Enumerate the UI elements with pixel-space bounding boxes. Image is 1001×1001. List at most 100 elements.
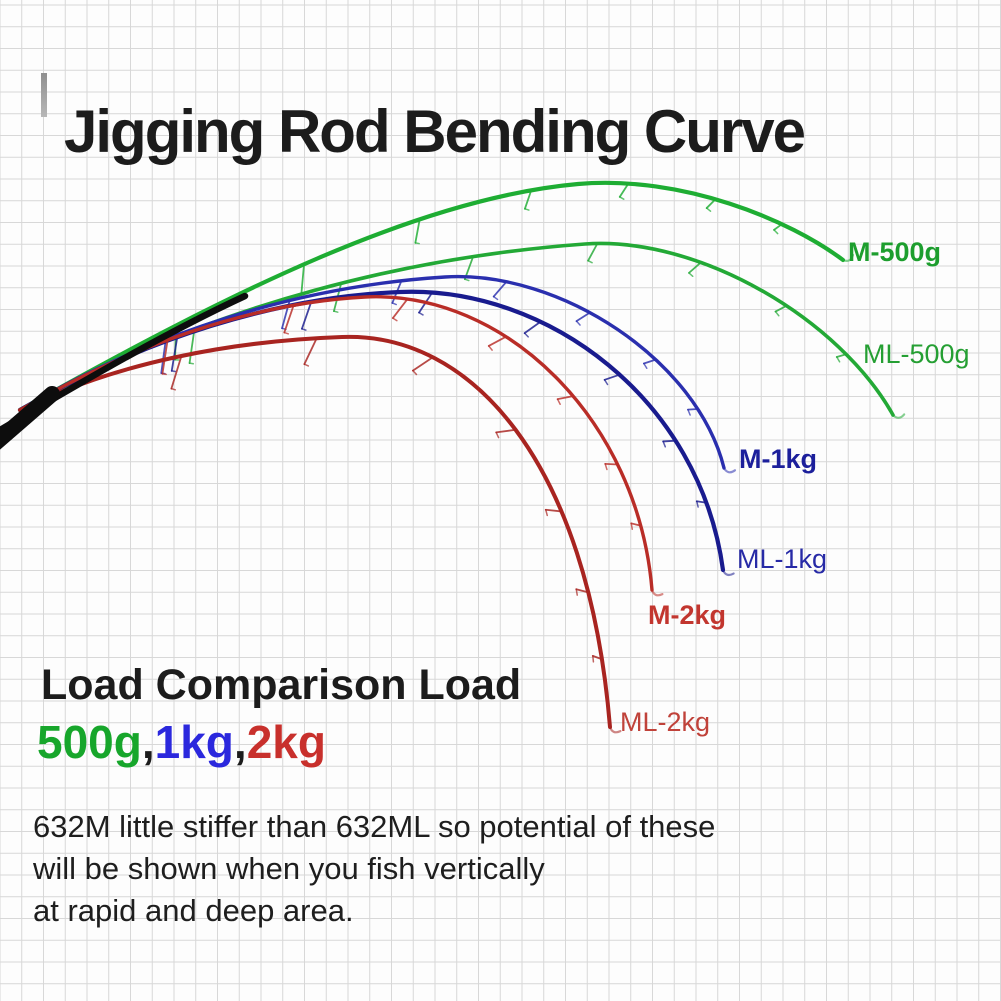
rod-guide-foot <box>492 295 499 301</box>
rod-guide-foot <box>773 229 779 235</box>
rod-guide <box>161 339 169 375</box>
rod-curve-ml-2kg <box>18 334 612 729</box>
rod-guide-foot <box>544 508 549 517</box>
rod-guide <box>160 338 167 375</box>
rod-guide-foot <box>556 398 561 405</box>
rod-guide <box>662 439 677 443</box>
legend-1kg: 1kg <box>154 716 234 768</box>
rod-guide-foot <box>630 522 634 530</box>
description-line: will be shown when you fish vertically <box>33 851 545 886</box>
rod-guide-foot <box>575 588 578 596</box>
rod-guide-foot <box>412 369 418 376</box>
rod-guide-foot <box>592 655 595 663</box>
rod-tip-hook <box>608 725 622 734</box>
rod-guide-foot <box>524 208 530 211</box>
rod-guide-foot <box>603 379 609 386</box>
rod-guide-foot <box>170 387 177 391</box>
rod-guide-foot <box>575 320 581 326</box>
rod-guide <box>523 189 533 210</box>
rod-curve-ml-500g <box>18 241 895 417</box>
curve-label-m-1kg: M-1kg <box>739 444 818 474</box>
page-title: Jigging Rod Bending Curve <box>64 98 806 166</box>
legend-separator: , <box>141 716 155 768</box>
rod-handle <box>0 386 60 450</box>
description-text: 632M little stiffer than 632ML so potent… <box>33 806 715 932</box>
rod-guide <box>603 373 621 381</box>
rod-guide-foot <box>836 356 841 363</box>
rod-guide-foot <box>604 463 608 471</box>
rod-guide <box>411 356 434 372</box>
rod-guide-foot <box>662 440 667 448</box>
rod-guide <box>301 300 313 330</box>
rod-guide-foot <box>418 311 424 316</box>
load-legend: 500g,1kg,2kg <box>37 719 326 766</box>
rod-guide <box>283 304 295 334</box>
rod-tip-hook <box>891 413 906 419</box>
rod-guide-foot <box>464 278 470 282</box>
rod-tip-hook <box>650 588 664 597</box>
rod-guide-foot <box>774 310 780 317</box>
rod-guide-foot <box>523 332 529 338</box>
rod-curve-m-2kg <box>18 295 654 592</box>
rod-guide-foot <box>283 331 289 335</box>
curve-label-m-500g: M-500g <box>848 237 942 267</box>
rod-guide-foot <box>188 362 195 365</box>
rod-guide-foot <box>414 242 420 245</box>
rod-guide <box>642 358 657 365</box>
rod-guide <box>556 395 575 401</box>
rod-guide-foot <box>495 431 500 439</box>
rod-guide-foot <box>391 302 398 306</box>
curve-label-m-2kg: M-2kg <box>648 600 727 630</box>
legend-500g: 500g <box>37 716 142 768</box>
rod-guide <box>587 242 599 262</box>
rod-guide <box>687 408 699 411</box>
rod-guide-foot <box>161 373 167 376</box>
rod-guide <box>835 353 848 358</box>
rod-guide <box>618 182 630 198</box>
rod-guide-foot <box>705 207 712 212</box>
legend-2kg: 2kg <box>246 716 326 768</box>
rod-guide <box>523 320 542 335</box>
rod-guide <box>492 280 508 298</box>
rod-tip-hook <box>721 568 735 577</box>
rod-guide-foot <box>392 317 398 322</box>
rod-guide <box>773 223 783 231</box>
rod-guide-foot <box>170 370 177 373</box>
rod-guide <box>414 218 421 244</box>
rod-guide-foot <box>687 408 691 416</box>
rod-guide-foot <box>333 310 339 313</box>
curve-label-ml-500g: ML-500g <box>863 339 970 369</box>
rod-guide <box>604 462 619 466</box>
rod-guide <box>188 328 196 365</box>
rod-guide-foot <box>696 500 699 508</box>
title-accent-bar <box>41 73 47 117</box>
curve-label-ml-1kg: ML-1kg <box>737 544 828 574</box>
rod-guide-foot <box>303 363 310 367</box>
rod-guide <box>591 655 603 661</box>
rod-guide-foot <box>587 259 593 264</box>
rod-guide-foot <box>301 328 307 331</box>
rod-guide-foot <box>619 196 625 200</box>
rod-guide <box>688 261 702 274</box>
rod-guide <box>705 198 717 209</box>
curve-label-ml-2kg: ML-2kg <box>620 707 711 737</box>
rod-guide <box>575 311 591 323</box>
rod-guide <box>391 298 409 319</box>
rod-tip-hook <box>722 466 737 474</box>
description-line: at rapid and deep area. <box>33 893 354 928</box>
description-line: 632M little stiffer than 632ML so potent… <box>33 809 716 844</box>
rod-guide <box>495 428 517 434</box>
rod-guide <box>303 337 318 366</box>
rod-guide-foot <box>488 345 493 351</box>
rod-guide-foot <box>643 362 648 369</box>
legend-separator: , <box>233 716 247 768</box>
rod-tip-hook <box>841 253 855 262</box>
rod-curve-m-500g <box>17 180 846 413</box>
rod-curve-ml-1kg <box>17 289 726 573</box>
rod-guide <box>544 508 563 513</box>
rod-guide-foot <box>688 272 694 278</box>
rod-guide <box>170 355 183 390</box>
rod-guide <box>300 263 305 294</box>
